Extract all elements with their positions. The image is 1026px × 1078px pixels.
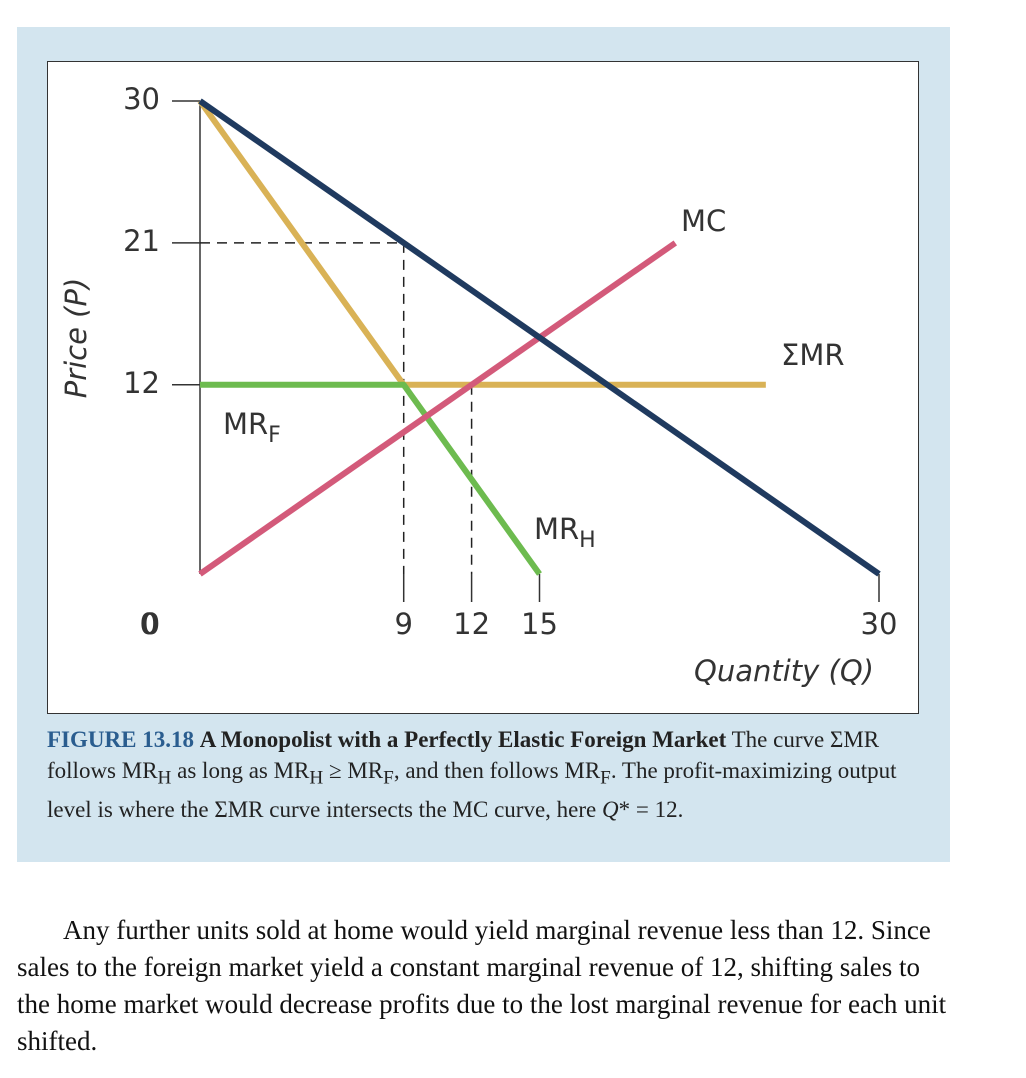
caption-text: * = 12. [618, 796, 684, 822]
curve-label: MRH [534, 512, 596, 553]
y-tick-label: 0 [140, 607, 158, 641]
figure-title: A Monopolist with a Perfectly Elastic Fo… [199, 727, 727, 752]
figure-label: FIGURE 13.18 [47, 727, 194, 752]
chart-box: Price (P) Quantity (Q) 0 12 21 30 9 12 15 30 0 MC… [47, 61, 919, 714]
subscript: H [309, 767, 324, 789]
x-tick-label: 0 [142, 607, 160, 641]
subscript: F [600, 767, 611, 789]
caption-italic: Q [601, 796, 619, 822]
x-axis-title: Quantity (Q) [694, 654, 874, 688]
y-tick-label: 21 [123, 224, 160, 258]
curve-label-text: MC [681, 204, 726, 238]
curve-label: MRF [223, 407, 281, 448]
x-tick-label: 9 [394, 607, 412, 641]
body-paragraph: Any further units sold at home would yie… [17, 915, 947, 1056]
subscript: H [157, 767, 172, 789]
caption-text: . The profit-maximizing output level is … [47, 758, 897, 822]
series-line [197, 99, 766, 388]
y-tick-label: 30 [123, 82, 160, 116]
curve-label: ΣMR [781, 338, 845, 372]
curve-label-sub: H [579, 528, 596, 553]
y-tick-label: 12 [123, 366, 160, 400]
series-line [200, 381, 542, 576]
x-tick-label: 12 [453, 607, 490, 641]
caption: FIGURE 13.18 A Monopolist with a Perfect… [47, 724, 907, 825]
caption-text: , and then follows MR [393, 758, 601, 783]
caption-text: ≥ MR [323, 758, 384, 783]
curve-label-text: ΣMR [781, 338, 845, 372]
curve-label-text: MR [534, 512, 579, 546]
caption-text: The curve ΣMR follows MR [47, 727, 880, 783]
curve-label-text: MR [223, 407, 268, 441]
curve-label-sub: F [268, 423, 281, 448]
curve-label: MC [681, 204, 726, 238]
x-tick-label: 30 [861, 607, 898, 641]
series-line [198, 240, 678, 577]
y-axis-title: Price (P) [59, 278, 93, 399]
caption-text: as long as MR [171, 758, 310, 783]
series-line [198, 98, 881, 577]
x-tick-label: 15 [521, 607, 558, 641]
subscript: F [383, 767, 394, 789]
